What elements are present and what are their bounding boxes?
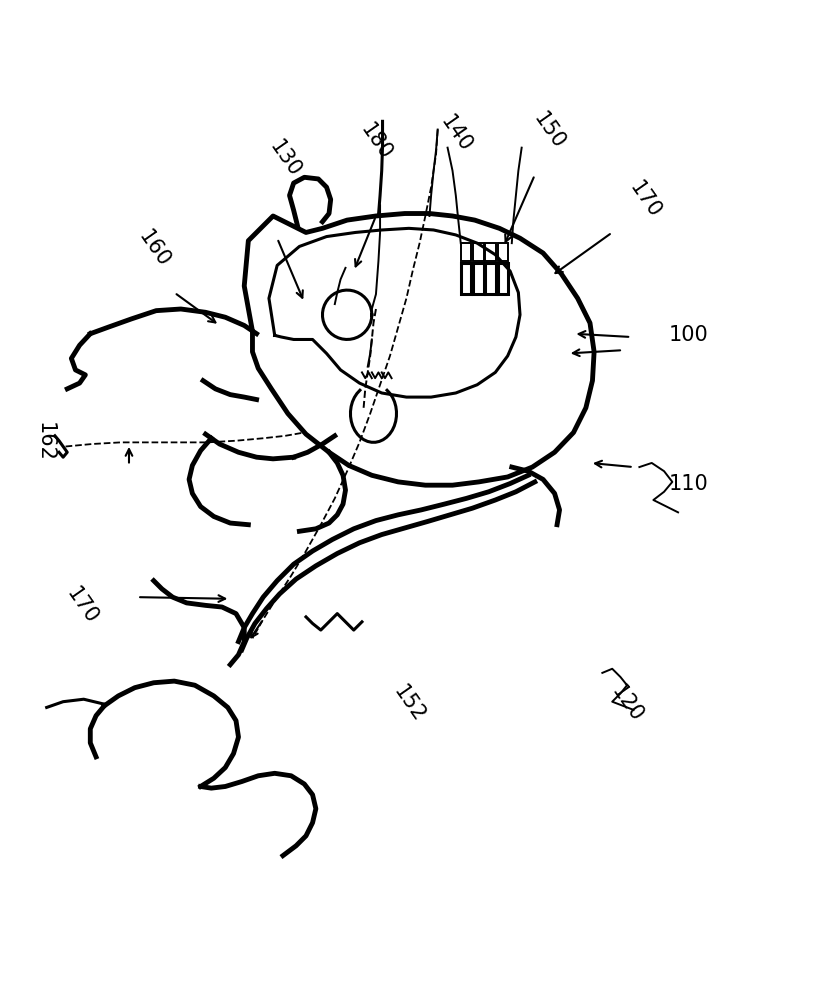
Text: 140: 140 — [436, 112, 476, 156]
Text: 120: 120 — [607, 682, 647, 726]
Text: 110: 110 — [669, 474, 709, 494]
Bar — [461, 243, 472, 261]
Bar — [473, 243, 484, 261]
Text: 162: 162 — [34, 422, 55, 462]
Bar — [498, 243, 509, 261]
Bar — [498, 263, 509, 294]
Text: 170: 170 — [625, 178, 665, 222]
Text: 130: 130 — [266, 136, 305, 180]
Bar — [486, 243, 496, 261]
Text: 152: 152 — [389, 682, 429, 726]
Bar — [473, 263, 484, 294]
Bar — [486, 263, 496, 294]
Bar — [461, 263, 472, 294]
Text: 100: 100 — [669, 325, 709, 345]
Text: 180: 180 — [356, 120, 396, 164]
Text: 150: 150 — [529, 109, 568, 153]
Text: 170: 170 — [63, 583, 102, 627]
Text: 160: 160 — [134, 227, 173, 271]
